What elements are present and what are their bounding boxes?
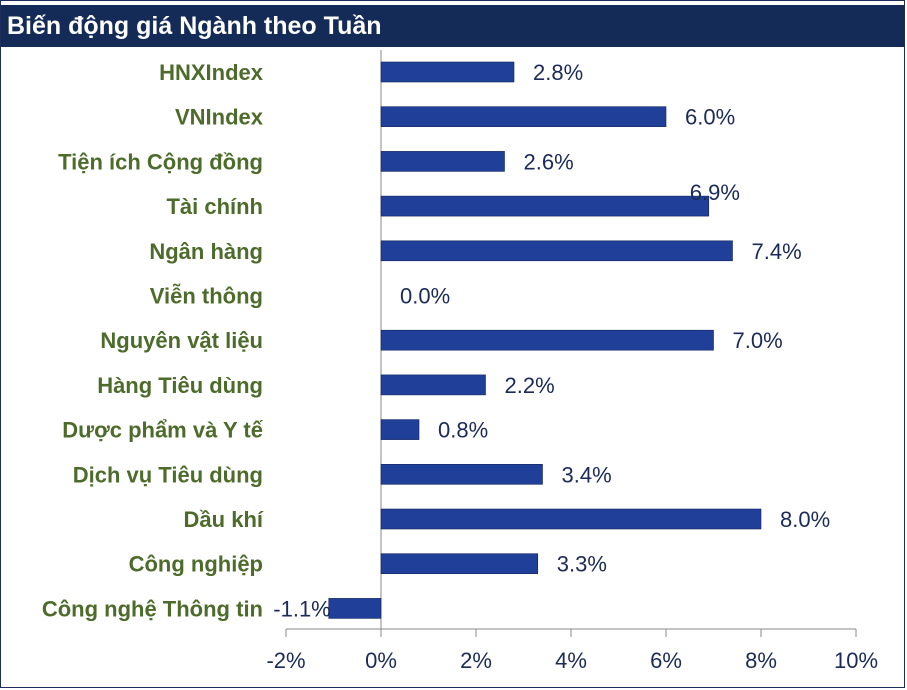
- category-label: Tiện ích Cộng đồng: [58, 149, 263, 174]
- data-label: 8.0%: [780, 507, 830, 532]
- bar: [380, 195, 710, 217]
- category-label: Tài chính: [166, 194, 263, 219]
- category-label: Nguyên vật liệu: [100, 328, 263, 353]
- category-label: Công nghệ Thông tin: [42, 596, 263, 621]
- data-label: 6.0%: [685, 105, 735, 130]
- x-tick-label: 10%: [834, 648, 878, 673]
- data-label: 7.0%: [733, 328, 783, 353]
- bar: [328, 598, 382, 619]
- x-tick-label: 6%: [650, 648, 682, 673]
- data-label: 0.0%: [400, 284, 450, 309]
- category-label: VNIndex: [175, 105, 264, 130]
- bar: [380, 463, 543, 485]
- category-label: HNXIndex: [159, 60, 264, 85]
- bar: [380, 240, 733, 262]
- data-label: 2.6%: [524, 149, 574, 174]
- x-tick-label: 0%: [365, 648, 397, 673]
- data-label: 3.3%: [557, 552, 607, 577]
- bar: [380, 553, 539, 575]
- category-label: Công nghiệp: [129, 552, 263, 577]
- x-tick-label: 2%: [460, 648, 492, 673]
- data-label: 0.8%: [438, 418, 488, 443]
- x-tick-label: 8%: [745, 648, 777, 673]
- category-label: Dầu khí: [184, 507, 264, 532]
- category-label: Hàng Tiêu dùng: [97, 373, 263, 398]
- bar: [380, 106, 667, 127]
- bar: [380, 419, 420, 440]
- bar: [380, 374, 486, 396]
- category-label: Viễn thông: [150, 284, 263, 309]
- data-label: 2.8%: [533, 60, 583, 85]
- bar: [380, 151, 505, 172]
- bar: [380, 61, 515, 83]
- category-label: Dịch vụ Tiêu dùng: [73, 462, 263, 487]
- x-tick-label: -2%: [266, 648, 305, 673]
- x-tick-label: 4%: [555, 648, 587, 673]
- bar: [380, 329, 714, 351]
- data-label: 3.4%: [562, 462, 612, 487]
- chart-title: Biến động giá Ngành theo Tuần: [1, 5, 904, 47]
- data-label: 7.4%: [752, 239, 802, 264]
- data-label: 6.9%: [690, 180, 740, 205]
- data-label: -1.1%: [273, 596, 330, 621]
- data-label: 2.2%: [505, 373, 555, 398]
- category-label: Dược phẩm và Y tế: [62, 418, 263, 443]
- category-label: Ngân hàng: [149, 239, 263, 264]
- bar: [380, 508, 762, 530]
